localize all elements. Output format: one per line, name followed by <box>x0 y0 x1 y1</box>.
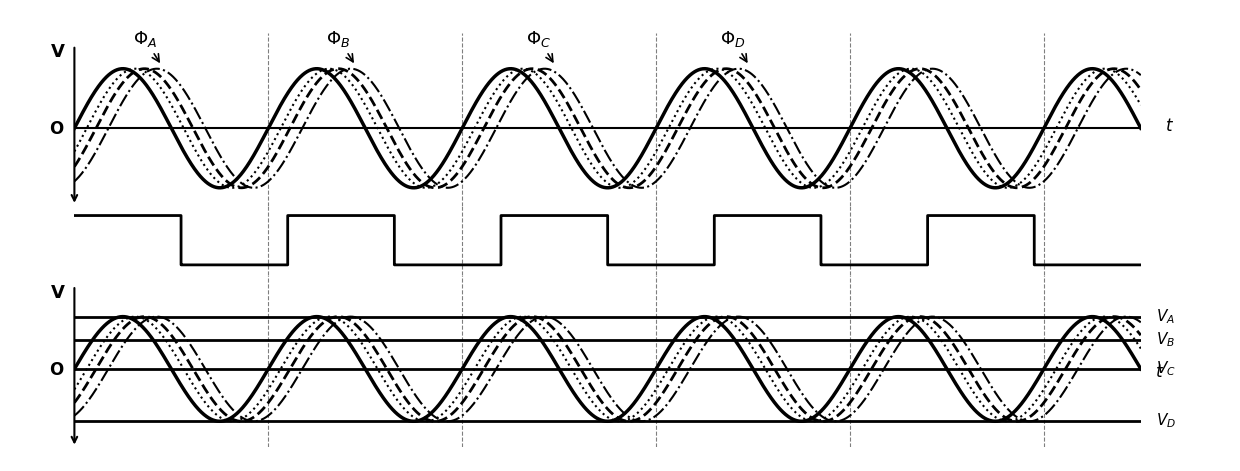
Text: $V_D$: $V_D$ <box>1157 412 1177 430</box>
Text: V: V <box>51 43 64 61</box>
Text: $\Phi_D$: $\Phi_D$ <box>720 29 746 62</box>
Text: $\Phi_A$: $\Phi_A$ <box>133 29 159 62</box>
Text: $V_A$: $V_A$ <box>1157 307 1176 325</box>
Text: $\Phi_B$: $\Phi_B$ <box>326 29 353 62</box>
Text: O: O <box>50 361 63 379</box>
Text: $V_C$: $V_C$ <box>1157 359 1176 378</box>
Text: t: t <box>1157 363 1163 381</box>
Text: V: V <box>51 284 64 302</box>
Text: $V_B$: $V_B$ <box>1157 330 1176 349</box>
Text: t: t <box>1166 117 1173 135</box>
Text: O: O <box>50 120 63 138</box>
Text: $\Phi_C$: $\Phi_C$ <box>526 29 553 62</box>
